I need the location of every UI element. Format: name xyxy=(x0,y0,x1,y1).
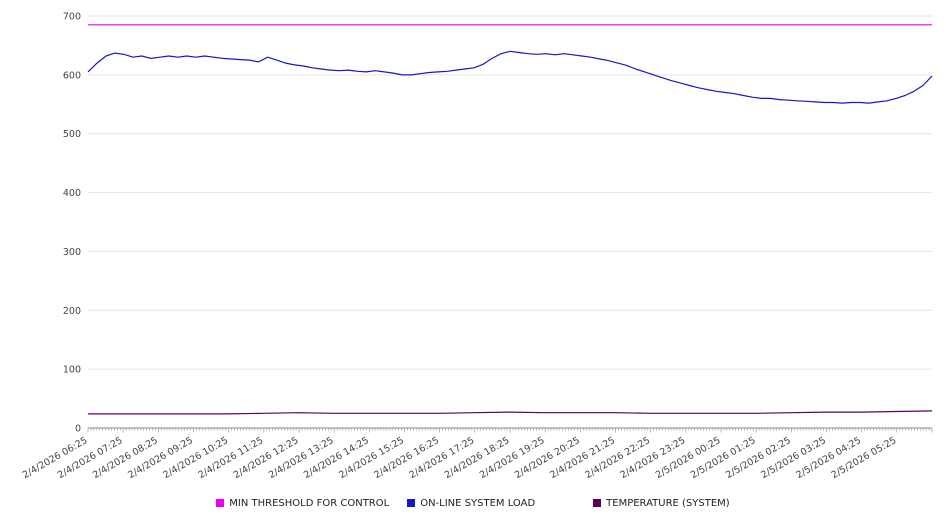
legend-item-system-load: ON-LINE SYSTEM LOAD xyxy=(407,498,535,509)
svg-text:400: 400 xyxy=(63,188,81,199)
svg-text:200: 200 xyxy=(63,306,81,317)
legend-swatch-min-threshold-icon xyxy=(216,499,225,507)
svg-text:300: 300 xyxy=(63,247,81,258)
chart-legend: MIN THRESHOLD FOR CONTROL ON-LINE SYSTEM… xyxy=(0,488,946,518)
legend-item-temperature: TEMPERATURE (SYSTEM) xyxy=(593,498,730,509)
svg-text:700: 700 xyxy=(63,12,81,23)
svg-text:600: 600 xyxy=(63,70,81,81)
legend-label-system-load: ON-LINE SYSTEM LOAD xyxy=(420,497,536,509)
legend-item-min-threshold: MIN THRESHOLD FOR CONTROL xyxy=(216,498,389,509)
svg-text:0: 0 xyxy=(75,424,81,435)
svg-text:500: 500 xyxy=(63,129,81,140)
legend-swatch-system-load-icon xyxy=(407,499,416,507)
legend-label-temperature: TEMPERATURE (SYSTEM) xyxy=(606,497,730,509)
legend-swatch-temperature-icon xyxy=(593,499,602,507)
svg-text:100: 100 xyxy=(63,365,81,376)
legend-label-min-threshold: MIN THRESHOLD FOR CONTROL xyxy=(229,497,390,509)
svg-text:2/5/2026 05:25: 2/5/2026 05:25 xyxy=(830,435,899,481)
